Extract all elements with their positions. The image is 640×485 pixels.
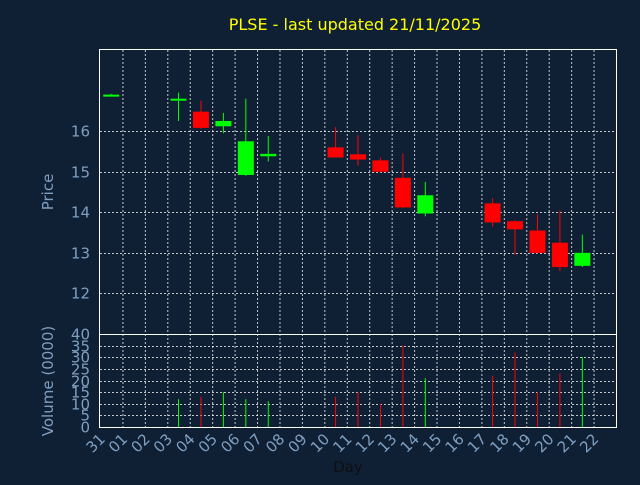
candle-body xyxy=(350,154,366,160)
candle-body xyxy=(372,160,389,172)
candle-19 xyxy=(529,214,546,254)
chart-title: PLSE - last updated 21/11/2025 xyxy=(229,15,482,34)
volume-y-tick-label: 15 xyxy=(71,384,90,402)
candle-body xyxy=(529,230,546,253)
candle-03 xyxy=(170,92,187,121)
price-y-tick-label: 13 xyxy=(71,245,90,263)
candle-05 xyxy=(215,112,232,134)
volume-y-tick-label: 25 xyxy=(71,361,90,379)
candle-06 xyxy=(237,98,254,176)
candle-20 xyxy=(551,210,568,272)
x-axis-label: Day xyxy=(333,458,363,476)
candle-body xyxy=(327,147,344,158)
price-candles xyxy=(103,92,591,272)
candle-13 xyxy=(394,153,411,209)
candle-body xyxy=(103,94,120,97)
candle-body xyxy=(507,221,524,230)
x-tick-labels: 3101020304050607080910111213141516171819… xyxy=(83,430,603,456)
candle-body xyxy=(394,177,411,208)
candle-body xyxy=(551,242,568,268)
volume-y-tick-label: 35 xyxy=(71,338,90,356)
candle-body xyxy=(237,141,254,175)
volume-y-tick-label: 0 xyxy=(80,419,90,437)
volume-y-tick-label: 10 xyxy=(71,396,90,414)
price-y-tick-label: 16 xyxy=(71,123,90,141)
volume-bars xyxy=(178,345,583,427)
candle-21 xyxy=(574,234,591,268)
candle-body xyxy=(260,153,277,157)
candle-18 xyxy=(507,220,524,255)
candle-body xyxy=(417,195,434,214)
candle-body xyxy=(215,121,232,127)
price-y-tick-label: 12 xyxy=(71,285,90,303)
volume-y-tick-label: 30 xyxy=(71,349,90,367)
price-y-tick-label: 15 xyxy=(71,164,90,182)
volume-y-axis-label: Volume (0000) xyxy=(39,326,57,436)
volume-y-tick-label: 40 xyxy=(71,326,90,344)
candle-body xyxy=(574,252,591,266)
price-y-axis-label: Price xyxy=(39,174,57,211)
candle-14 xyxy=(417,181,434,217)
candle-12 xyxy=(372,157,389,173)
candle-11 xyxy=(350,135,366,166)
candle-07 xyxy=(260,136,277,162)
candle-04 xyxy=(192,100,209,130)
price-y-tick-labels: 12 13 14 15 16 xyxy=(71,123,90,303)
volume-y-tick-label: 20 xyxy=(71,373,90,391)
candle-body xyxy=(170,98,187,101)
price-y-tick-label: 14 xyxy=(71,204,90,222)
candle-31 xyxy=(103,93,120,97)
volume-y-tick-label: 5 xyxy=(80,407,90,425)
volume-panel-frame xyxy=(99,334,617,428)
candle-17 xyxy=(484,198,501,227)
candle-body xyxy=(192,111,209,128)
candle-10 xyxy=(327,127,344,158)
candle-body xyxy=(484,203,501,223)
price-grid xyxy=(100,50,616,334)
